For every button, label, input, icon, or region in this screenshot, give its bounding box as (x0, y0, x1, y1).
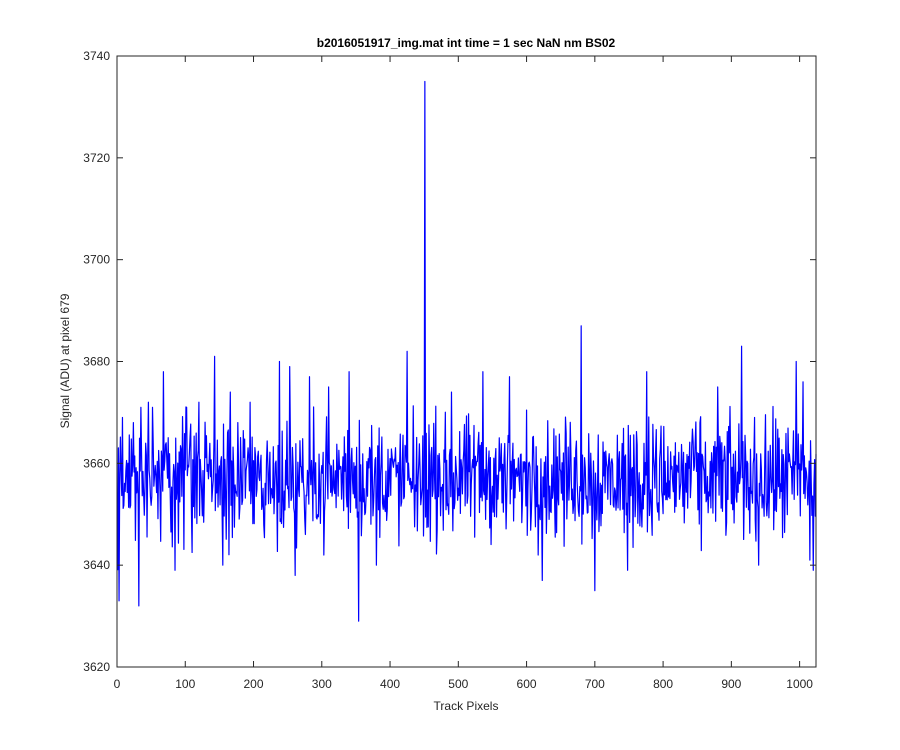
y-tick-label: 3640 (83, 558, 110, 572)
x-tick-label: 400 (380, 677, 400, 691)
signal-series-line (117, 80, 817, 622)
x-tick-label: 800 (653, 677, 673, 691)
y-tick-label: 3620 (83, 660, 110, 674)
x-tick-label: 700 (585, 677, 605, 691)
y-tick-label: 3740 (83, 49, 110, 63)
y-tick-label: 3720 (83, 151, 110, 165)
y-tick-label: 3680 (83, 355, 110, 369)
x-tick-label: 100 (175, 677, 195, 691)
x-tick-label: 600 (517, 677, 537, 691)
x-tick-label: 300 (312, 677, 332, 691)
axes-box (116, 55, 817, 668)
x-tick-label: 900 (721, 677, 741, 691)
x-tick-label: 500 (448, 677, 468, 691)
y-axis-title: Signal (ADU) at pixel 679 (58, 293, 72, 428)
x-tick-label: 0 (114, 677, 121, 691)
tick-labels: 0 100 200 300 400 500 600 700 800 900 1000 3620 3640… (83, 49, 813, 691)
y-tick-label: 3700 (83, 253, 110, 267)
x-tick-label: 1000 (786, 677, 813, 691)
axes-background (117, 56, 816, 667)
x-tick-label: 200 (244, 677, 264, 691)
y-tick-label: 3660 (83, 456, 110, 470)
plot-area (116, 55, 817, 668)
chart-title: b2016051917_img.mat int time = 1 sec NaN… (317, 36, 616, 50)
x-axis-title: Track Pixels (434, 699, 499, 713)
